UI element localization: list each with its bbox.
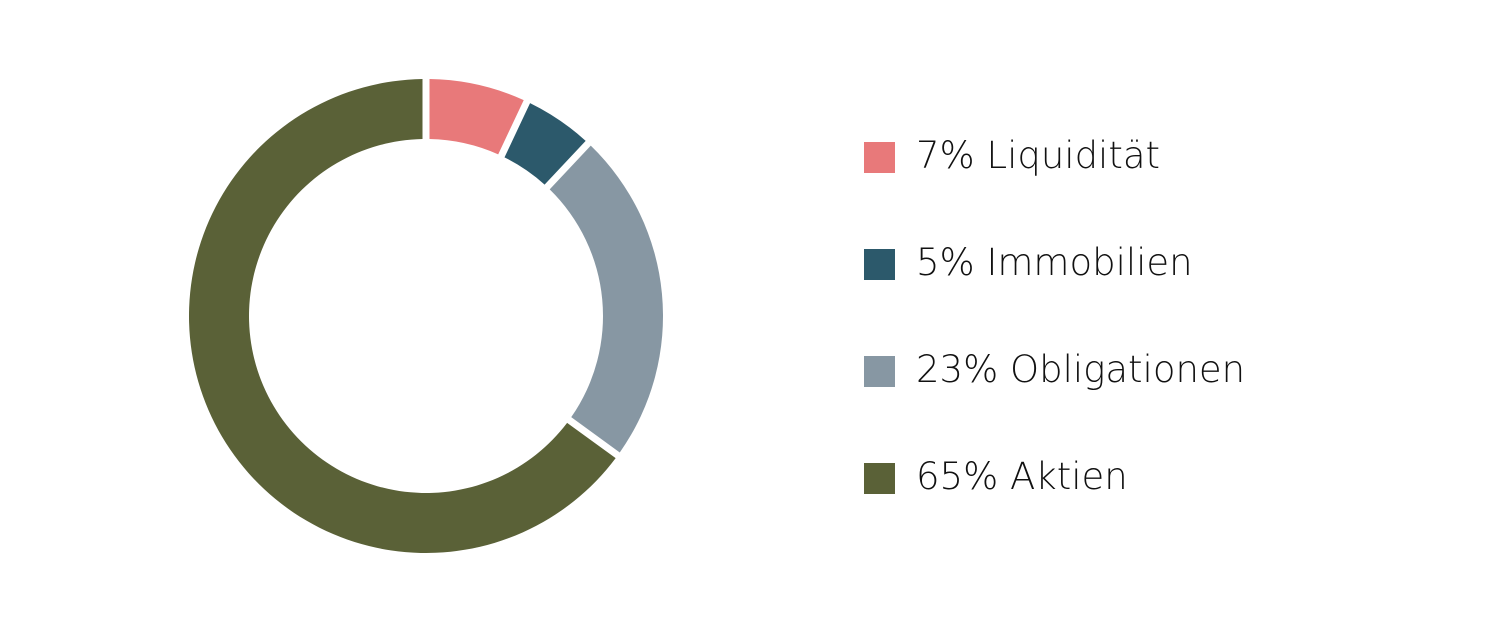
donut-slice-immobilien — [504, 103, 586, 185]
legend-swatch-obligationen — [864, 356, 895, 387]
legend-label-liquiditaet: 7% Liquidität — [916, 134, 1161, 177]
legend-swatch-aktien — [864, 463, 895, 494]
donut-slice-obligationen — [549, 145, 663, 453]
legend-swatch-immobilien — [864, 249, 895, 280]
legend-label-obligationen: 23% Obligationen — [916, 348, 1246, 391]
legend-label-aktien: 65% Aktien — [916, 455, 1128, 498]
donut-chart — [188, 79, 663, 553]
legend-label-immobilien: 5% Immobilien — [916, 241, 1193, 284]
donut-slice-liquiditaet — [429, 79, 524, 155]
legend-swatch-liquiditaet — [864, 142, 895, 173]
